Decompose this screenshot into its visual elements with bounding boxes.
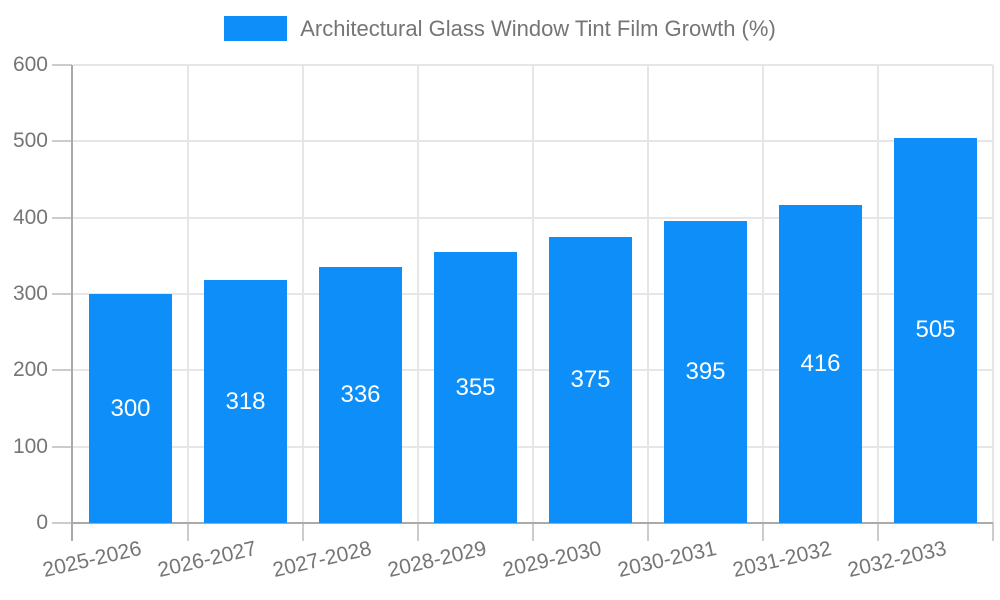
bar-value-label: 355 bbox=[455, 373, 496, 401]
bar[interactable]: 375 bbox=[549, 236, 632, 523]
x-axis-label: 2032-2033 bbox=[845, 537, 949, 583]
y-tick bbox=[52, 293, 72, 295]
x-tick bbox=[532, 523, 534, 541]
y-axis-label: 400 bbox=[12, 205, 48, 229]
x-gridline bbox=[187, 65, 189, 523]
bar[interactable]: 416 bbox=[779, 205, 862, 523]
bar-value-label: 336 bbox=[340, 380, 381, 408]
x-tick bbox=[647, 523, 649, 541]
y-axis-line bbox=[71, 65, 73, 541]
x-tick bbox=[877, 523, 879, 541]
bar-value-label: 505 bbox=[915, 316, 956, 344]
x-gridline bbox=[992, 65, 994, 523]
x-gridline bbox=[877, 65, 879, 523]
y-tick bbox=[52, 522, 72, 524]
x-gridline bbox=[417, 65, 419, 523]
bar[interactable]: 505 bbox=[894, 137, 977, 523]
bar[interactable]: 336 bbox=[319, 266, 402, 523]
y-axis-label: 500 bbox=[12, 129, 48, 153]
bar[interactable]: 395 bbox=[664, 221, 747, 523]
x-axis-label: 2028-2029 bbox=[385, 537, 489, 583]
legend-label: Architectural Glass Window Tint Film Gro… bbox=[300, 16, 776, 41]
legend-swatch bbox=[224, 16, 288, 41]
x-gridline bbox=[302, 65, 304, 523]
bar-value-label: 300 bbox=[110, 394, 151, 422]
bar[interactable]: 318 bbox=[204, 280, 287, 523]
x-gridline bbox=[532, 65, 534, 523]
bar[interactable]: 300 bbox=[89, 294, 172, 523]
x-axis-label: 2029-2030 bbox=[500, 537, 604, 583]
x-gridline bbox=[762, 65, 764, 523]
x-axis-label: 2031-2032 bbox=[730, 537, 834, 583]
x-tick bbox=[762, 523, 764, 541]
y-axis-label: 600 bbox=[12, 53, 48, 76]
x-tick bbox=[992, 523, 994, 541]
bar-value-label: 395 bbox=[685, 358, 726, 386]
y-tick bbox=[52, 140, 72, 143]
x-gridline bbox=[647, 65, 649, 523]
x-axis-label: 2026-2027 bbox=[155, 537, 259, 583]
bar-value-label: 375 bbox=[570, 365, 611, 393]
bar-value-label: 416 bbox=[800, 350, 841, 378]
y-axis-label: 100 bbox=[12, 434, 48, 458]
x-axis-label: 2025-2026 bbox=[40, 537, 144, 583]
y-tick bbox=[52, 369, 72, 372]
y-axis-label: 300 bbox=[12, 282, 48, 305]
y-tick bbox=[52, 445, 72, 448]
chart-legend: Architectural Glass Window Tint Film Gro… bbox=[0, 16, 1000, 41]
x-tick bbox=[417, 523, 419, 541]
x-axis-label: 2027-2028 bbox=[270, 537, 374, 583]
bar[interactable]: 355 bbox=[434, 252, 517, 523]
y-tick bbox=[52, 216, 72, 219]
x-tick bbox=[187, 523, 189, 541]
x-axis-line bbox=[71, 522, 993, 524]
y-tick bbox=[52, 64, 72, 66]
bar-value-label: 318 bbox=[225, 387, 266, 415]
y-axis-label: 0 bbox=[36, 511, 48, 534]
x-axis-label: 2030-2031 bbox=[615, 537, 719, 583]
x-tick bbox=[302, 523, 304, 541]
y-axis-label: 200 bbox=[12, 358, 48, 382]
